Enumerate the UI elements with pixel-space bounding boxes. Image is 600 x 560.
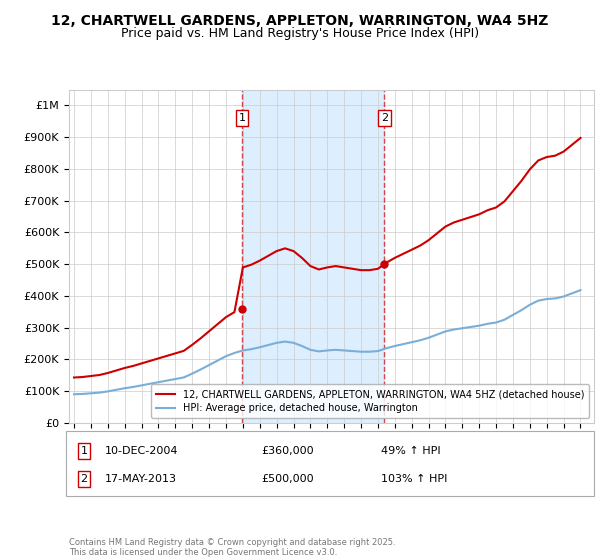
- Text: £500,000: £500,000: [261, 474, 314, 484]
- Text: 1: 1: [80, 446, 88, 456]
- Legend: 12, CHARTWELL GARDENS, APPLETON, WARRINGTON, WA4 5HZ (detached house), HPI: Aver: 12, CHARTWELL GARDENS, APPLETON, WARRING…: [151, 384, 589, 418]
- Bar: [242, 90, 385, 423]
- Text: 1: 1: [238, 113, 245, 123]
- Text: Price paid vs. HM Land Registry's House Price Index (HPI): Price paid vs. HM Land Registry's House …: [121, 27, 479, 40]
- Text: 103% ↑ HPI: 103% ↑ HPI: [381, 474, 448, 484]
- Text: £360,000: £360,000: [261, 446, 314, 456]
- Text: 2: 2: [80, 474, 88, 484]
- Text: 12, CHARTWELL GARDENS, APPLETON, WARRINGTON, WA4 5HZ: 12, CHARTWELL GARDENS, APPLETON, WARRING…: [52, 14, 548, 28]
- Text: 49% ↑ HPI: 49% ↑ HPI: [381, 446, 440, 456]
- Text: 17-MAY-2013: 17-MAY-2013: [105, 474, 177, 484]
- Text: 2: 2: [381, 113, 388, 123]
- Text: Contains HM Land Registry data © Crown copyright and database right 2025.
This d: Contains HM Land Registry data © Crown c…: [69, 538, 395, 557]
- Text: 10-DEC-2004: 10-DEC-2004: [105, 446, 179, 456]
